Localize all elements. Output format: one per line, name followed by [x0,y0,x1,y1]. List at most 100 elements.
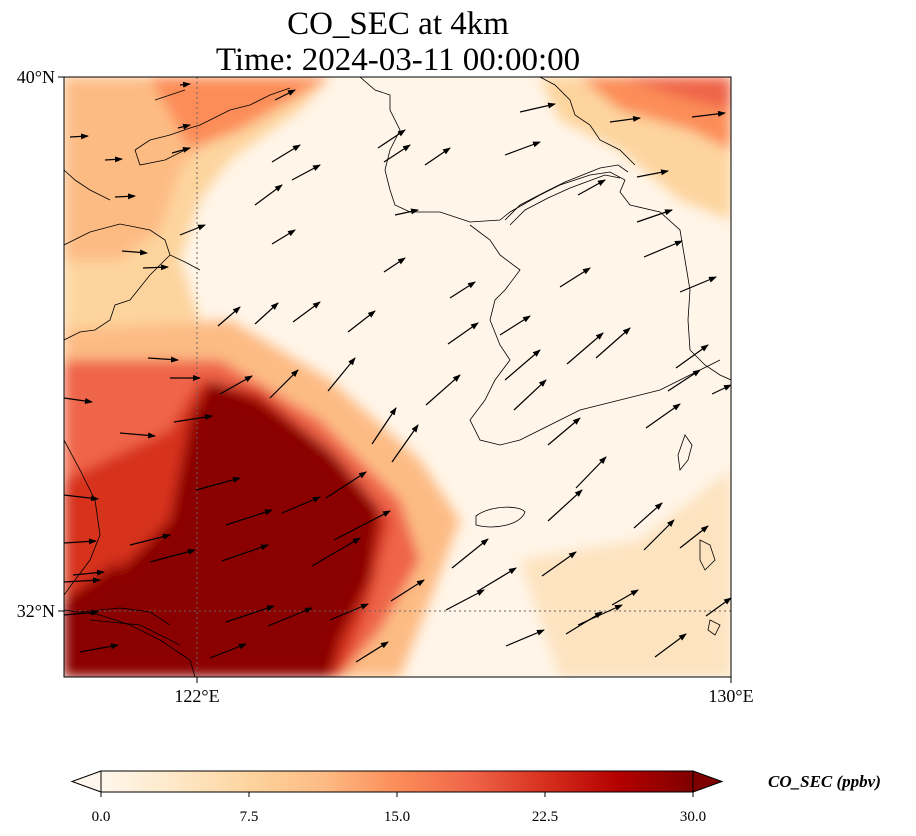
wind-arrow [179,224,206,236]
wind-arrow [447,322,479,345]
wind-arrow [269,369,299,399]
colorbar-tick: 15.0 [384,809,410,825]
wind-arrow [72,569,105,576]
wind-arrow [347,310,376,333]
wind-arrow [425,374,461,406]
wind-arrow [271,229,296,245]
wind-arrow [129,533,171,546]
wind-arrow [64,397,93,404]
wind-arrow [177,123,191,130]
map-subtitle-time: Time: 2024-03-11 00:00:00 [215,42,581,78]
co-concentration-field [64,77,731,677]
wind-arrow [611,589,639,606]
wind-arrow [391,424,419,463]
wind-arrow [377,129,406,149]
wind-arrow [291,164,321,181]
map-frame [63,76,732,678]
wind-arrow [559,267,591,288]
wind-arrow [504,141,541,156]
colorbar-max-extend [692,770,724,793]
wind-arrow [424,147,451,166]
wind-arrow [114,193,136,200]
wind-arrow [267,607,313,627]
wind-arrow [149,548,196,563]
wind-arrow [645,403,681,429]
wind-arrow [64,494,99,502]
lat-tick-32: 32°N [17,601,55,621]
wind-arrow [643,519,675,551]
wind-arrow [171,146,191,154]
lon-tick-122: 122°E [174,686,219,706]
wind-arrow [577,179,606,196]
wind-arrow [195,476,241,491]
wind-vectors [64,81,731,663]
coastlines [64,77,731,677]
wind-arrow [513,379,547,411]
wind-arrow [69,133,89,140]
wind-arrow [271,144,301,163]
axis-ticks [58,76,732,683]
wind-arrow [254,184,283,206]
wind-arrow [449,281,476,299]
wind-arrow [390,579,425,602]
wind-arrow [595,327,631,359]
wind-arrow [327,357,356,392]
wind-arrow [79,643,119,653]
wind-arrow [147,356,179,363]
wind-arrow [355,641,389,663]
wind-arrow [383,257,406,273]
wind-arrow [636,209,673,223]
wind-arrow [221,544,269,562]
wind-arrow [121,249,148,256]
colorbar-tick: 0.0 [92,809,111,825]
wind-arrow [64,609,99,616]
wind-arrow [679,276,717,293]
wind-arrow [451,538,489,569]
wind-arrow [667,369,701,392]
wind-arrow [679,525,709,549]
wind-arrow [179,81,191,88]
wind-arrow [292,301,321,323]
wind-arrow [505,629,545,647]
map-title: CO_SEC at 4km [287,6,509,42]
wind-arrow [633,502,663,529]
wind-arrow [225,509,273,526]
wind-arrow [643,240,683,258]
wind-arrow [504,349,541,381]
wind-arrow [547,417,581,446]
wind-arrow [371,407,397,445]
wind-arrow [477,567,517,592]
wind-arrow [565,611,603,635]
colorbar-label: CO_SEC (ppbv) [768,772,881,791]
wind-arrow [445,589,485,611]
wind-arrow [217,306,241,327]
colorbar-min-extend [70,770,102,793]
wind-arrow [577,604,623,626]
colorbar: 0.0 7.5 15.0 22.5 30.0 CO_SEC (ppbv) [70,770,881,825]
wind-arrow [173,414,213,423]
wind-arrow [64,577,101,584]
wind-arrow [281,496,321,514]
wind-arrow [711,384,731,395]
wind-arrow [383,144,411,163]
wind-arrow [225,605,275,623]
wind-arrow [566,332,604,365]
wind-arrow [675,344,709,369]
lon-tick-130: 130°E [708,686,753,706]
wind-arrow [654,633,687,658]
wind-arrow [219,375,253,395]
wind-arrow [636,169,669,178]
wind-arrow [325,471,367,499]
wind-arrow [119,432,156,439]
wind-arrow [499,315,531,336]
colorbar-tick: 7.5 [240,809,259,825]
wind-arrow [394,208,419,216]
wind-arrow [691,110,726,118]
wind-arrow [547,489,583,522]
wind-arrow [209,643,247,659]
wind-arrow [705,597,731,617]
wind-arrow [333,510,391,541]
wind-arrow [609,115,641,123]
wind-arrow [541,551,577,577]
